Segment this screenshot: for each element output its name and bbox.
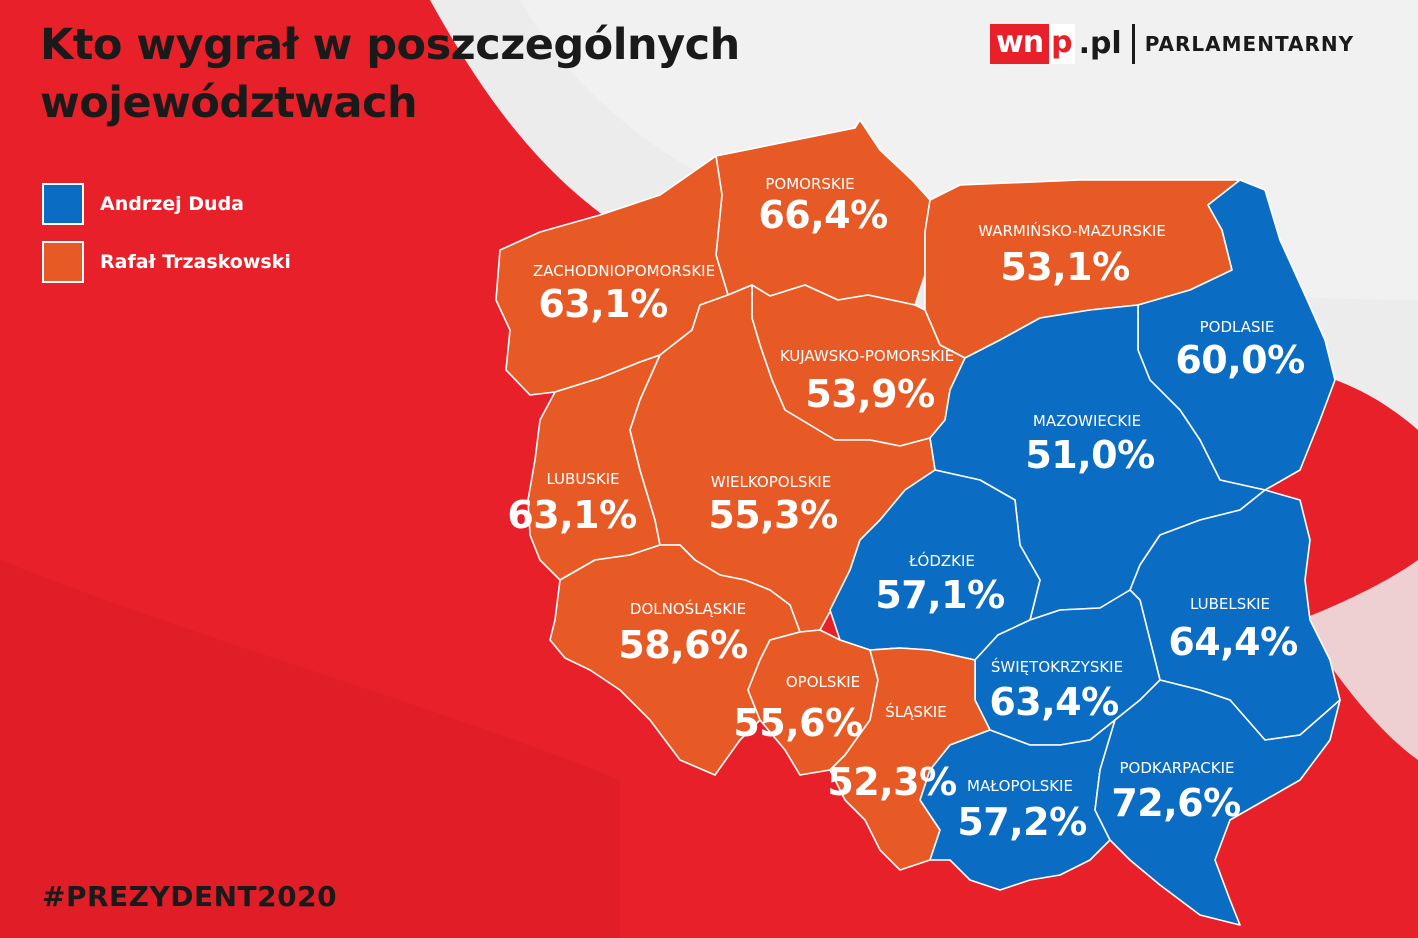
- region-value-podkarpackie: 72,6%: [1111, 781, 1241, 825]
- region-name-wielkopolskie: WIELKOPOLSKIE: [710, 473, 832, 491]
- region-value-pomorskie: 66,4%: [758, 193, 888, 237]
- legend-label-trzaskowski: Rafał Trzaskowski: [100, 251, 291, 273]
- legend-swatch-duda: [42, 183, 84, 225]
- region-name-malopolskie: MAŁOPOLSKIE: [967, 777, 1073, 795]
- region-value-mazowieckie: 51,0%: [1025, 433, 1155, 477]
- region-podkarpackie: [1094, 679, 1341, 926]
- region-value-opolskie: 55,6%: [733, 701, 863, 745]
- region-value-slaskie: 52,3%: [827, 760, 957, 804]
- logo-pl: .pl: [1078, 26, 1122, 61]
- region-name-dolnoslaskie: DOLNOŚLĄSKIE: [629, 600, 747, 618]
- region-value-zachodniopomorskie: 63,1%: [538, 282, 668, 326]
- region-name-podlasie: PODLASIE: [1199, 318, 1275, 336]
- logo-wn: wn: [990, 24, 1050, 64]
- region-name-zachodniopomorskie: ZACHODNIOPOMORSKIE: [532, 262, 716, 280]
- region-value-lubelskie: 64,4%: [1168, 620, 1298, 664]
- legend-label-duda: Andrzej Duda: [100, 193, 244, 215]
- logo-p: p: [1049, 24, 1075, 64]
- legend-swatch-trzaskowski: [42, 241, 84, 283]
- region-value-podlasie: 60,0%: [1175, 338, 1305, 382]
- region-name-podkarpackie: PODKARPACKIE: [1119, 759, 1235, 777]
- region-name-mazowieckie: MAZOWIECKIE: [1032, 412, 1142, 430]
- region-value-wielkopolskie: 55,3%: [708, 493, 838, 537]
- region-value-warminsko-mazurskie: 53,1%: [1000, 245, 1130, 289]
- region-name-slaskie: ŚLĄSKIE: [885, 703, 947, 721]
- region-name-lodzkie: ŁÓDZKIE: [909, 552, 975, 570]
- legend-item-duda: Andrzej Duda: [42, 183, 244, 225]
- logo-divider: [1131, 24, 1135, 64]
- logo-section: PARLAMENTARNY: [1144, 32, 1355, 56]
- region-value-swietokrzyskie: 63,4%: [989, 680, 1119, 724]
- legend-item-trzaskowski: Rafał Trzaskowski: [42, 241, 291, 283]
- region-name-lubelskie: LUBELSKIE: [1190, 595, 1270, 613]
- region-value-kujawsko-pomorskie: 53,9%: [805, 372, 935, 416]
- wnp-logo: wn p .pl PARLAMENTARNY: [990, 22, 1354, 66]
- page-title: Kto wygrał w poszczególnych województwac…: [40, 20, 740, 128]
- region-name-opolskie: OPOLSKIE: [785, 673, 861, 691]
- hashtag: #PREZYDENT2020: [42, 880, 338, 913]
- region-value-dolnoslaskie: 58,6%: [618, 623, 748, 667]
- region-value-lubuskie: 63,1%: [507, 493, 637, 537]
- region-name-warminsko-mazurskie: WARMIŃSKO-MAZURSKIE: [978, 222, 1166, 240]
- region-name-lubuskie: LUBUSKIE: [546, 470, 620, 488]
- region-malopolskie: [919, 719, 1116, 891]
- region-value-malopolskie: 57,2%: [957, 800, 1087, 844]
- region-name-swietokrzyskie: ŚWIĘTOKRZYSKIE: [990, 658, 1124, 676]
- region-value-lodzkie: 57,1%: [875, 573, 1005, 617]
- region-name-pomorskie: POMORSKIE: [765, 175, 855, 193]
- region-name-kujawsko-pomorskie: KUJAWSKO-POMORSKIE: [779, 347, 955, 365]
